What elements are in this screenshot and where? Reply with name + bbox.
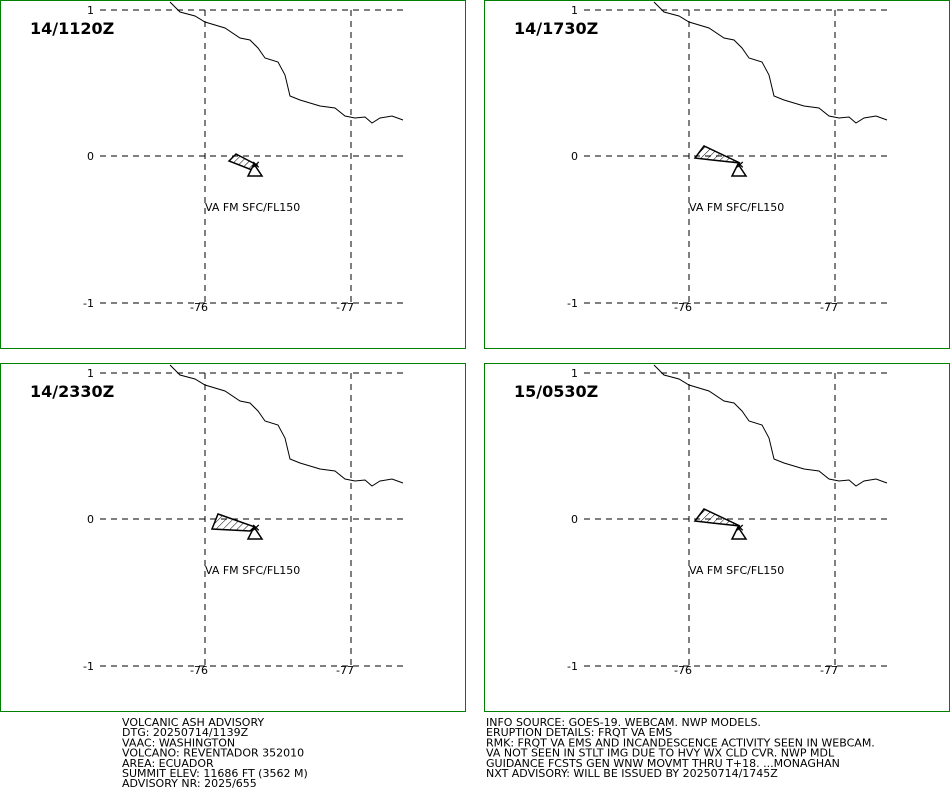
- ash-area: [210, 513, 257, 532]
- latitude-label: 0: [571, 513, 578, 526]
- volcano-cross: ×: [251, 521, 260, 534]
- latitude-label: -1: [567, 660, 578, 673]
- ash-area: [693, 145, 741, 164]
- ash-label: VA FM SFC/FL150: [689, 201, 784, 214]
- advisory-line: ERUPTION DETAILS: FRQT VA EMS: [486, 726, 672, 739]
- forecast-time: 15/0530Z: [514, 382, 598, 401]
- longitude-label: -76: [674, 301, 692, 314]
- longitude-label: -76: [674, 664, 692, 677]
- advisory-line: RMK: FRQT VA EMS AND INCANDESCENCE ACTIV…: [486, 736, 875, 749]
- advisory-line: ADVISORY NR: 2025/655: [122, 777, 257, 790]
- panel-frame: [0, 363, 466, 712]
- latitude-label: -1: [83, 660, 94, 673]
- panel-frame: [484, 363, 950, 712]
- advisory-line: VA NOT SEEN IN STLT IMG DUE TO HVY WX CL…: [486, 747, 835, 760]
- latitude-label: 1: [571, 367, 578, 380]
- map-panel: 1 0 -1 -76 -77 14/2330Z × VA FM SFC/FL150: [0, 363, 466, 712]
- ash-area: [227, 153, 259, 171]
- latitude-label: 1: [87, 4, 94, 17]
- advisory-line: NXT ADVISORY: WILL BE ISSUED BY 20250714…: [486, 767, 778, 780]
- advisory-line: INFO SOURCE: GOES-19. WEBCAM. NWP MODELS…: [486, 716, 761, 729]
- coastline: [653, 364, 888, 487]
- advisory-line: SUMMIT ELEV: 11686 FT (3562 M): [122, 767, 308, 780]
- advisory-line: AREA: ECUADOR: [122, 757, 214, 770]
- advisory-line: GUIDANCE FCSTS GEN WNW MOVMT THRU T+18. …: [486, 757, 840, 770]
- panel-frame: [0, 0, 466, 349]
- map-panel: 1 0 -1 -76 -77 15/0530Z × VA FM SFC/FL150: [484, 363, 950, 712]
- ash-label: VA FM SFC/FL150: [205, 201, 300, 214]
- coastline: [653, 1, 888, 124]
- latitude-label: -1: [83, 297, 94, 310]
- ash-area: [693, 508, 741, 527]
- ash-label: VA FM SFC/FL150: [205, 564, 300, 577]
- forecast-time: 14/1730Z: [514, 19, 598, 38]
- map-panel: 1 0 -1 -76 -77 14/1120Z × VA FM SFC/FL150: [0, 0, 466, 349]
- longitude-label: -77: [820, 301, 838, 314]
- latitude-label: 0: [87, 513, 94, 526]
- longitude-label: -77: [336, 301, 354, 314]
- volcano-cross: ×: [735, 158, 744, 171]
- latitude-label: 0: [571, 150, 578, 163]
- volcano-cross: ×: [251, 158, 260, 171]
- volcano-marker: [730, 525, 748, 540]
- longitude-label: -76: [190, 664, 208, 677]
- latitude-label: 1: [571, 4, 578, 17]
- latitude-label: 0: [87, 150, 94, 163]
- volcano-marker: [246, 525, 264, 540]
- ash-label: VA FM SFC/FL150: [689, 564, 784, 577]
- advisory-line: VOLCANO: REVENTADOR 352010: [122, 747, 304, 760]
- advisory-line: VAAC: WASHINGTON: [122, 736, 235, 749]
- longitude-label: -76: [190, 301, 208, 314]
- panel-frame: [484, 0, 950, 349]
- forecast-time: 14/2330Z: [30, 382, 114, 401]
- coastline: [169, 364, 404, 487]
- map-panel: 1 0 -1 -76 -77 14/1730Z × VA FM SFC/FL150: [484, 0, 950, 349]
- volcano-marker: [246, 162, 264, 177]
- coastline: [169, 1, 404, 124]
- forecast-time: 14/1120Z: [30, 19, 114, 38]
- advisory-line: VOLCANIC ASH ADVISORY: [122, 716, 264, 729]
- longitude-label: -77: [820, 664, 838, 677]
- latitude-label: 1: [87, 367, 94, 380]
- advisory-line: DTG: 20250714/1139Z: [122, 726, 249, 739]
- latitude-label: -1: [567, 297, 578, 310]
- longitude-label: -77: [336, 664, 354, 677]
- volcano-cross: ×: [735, 521, 744, 534]
- volcano-marker: [730, 162, 748, 177]
